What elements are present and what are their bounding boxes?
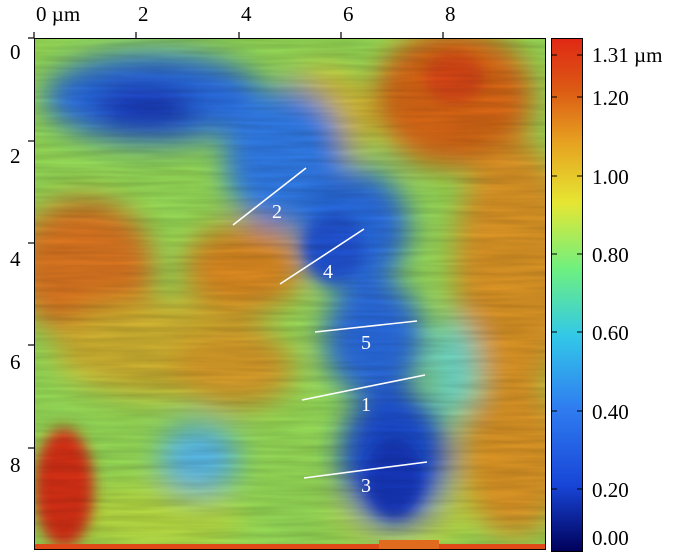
- colorbar-label: 0.40: [592, 400, 629, 424]
- bottom-scan-band: [34, 544, 546, 550]
- colorbar: [551, 38, 583, 552]
- profile-label-2: 2: [272, 201, 282, 223]
- y-tick-6: 6: [10, 350, 21, 374]
- profile-label-5: 5: [361, 332, 371, 354]
- profile-line-2[interactable]: [232, 167, 307, 226]
- y-tick-8: 8: [10, 453, 21, 477]
- profile-line-4[interactable]: [279, 228, 365, 285]
- profile-label-1: 1: [361, 394, 371, 416]
- afm-height-map: 2 4 5 1 3: [34, 38, 546, 550]
- colorbar-label: 0.20: [592, 478, 629, 502]
- x-tick-0: 0 µm: [36, 2, 81, 26]
- profile-line-1[interactable]: [301, 374, 426, 401]
- x-tick-8: 8: [445, 2, 456, 26]
- x-tick-6: 6: [343, 2, 354, 26]
- colorbar-label: 1.00: [592, 165, 629, 189]
- profile-line-3[interactable]: [303, 461, 428, 479]
- profile-label-4: 4: [323, 261, 333, 283]
- map-frame: [34, 38, 546, 550]
- colorbar-label-max: 1.31 µm: [592, 43, 663, 67]
- colorbar-label: 0.60: [592, 321, 629, 345]
- profile-line-5[interactable]: [314, 320, 418, 333]
- colorbar-label: 1.20: [592, 86, 629, 110]
- colorbar-label-min: 0.00: [592, 526, 629, 550]
- colorbar-gradient: [551, 38, 583, 552]
- y-tick-2: 2: [10, 144, 21, 168]
- bottom-scan-block: [379, 540, 439, 550]
- colorbar-label: 0.80: [592, 243, 629, 267]
- x-tick-4: 4: [241, 2, 252, 26]
- y-tick-0: 0: [10, 40, 21, 64]
- profile-label-3: 3: [361, 475, 371, 497]
- y-tick-4: 4: [10, 247, 21, 271]
- height-map-image: 2 4 5 1 3: [34, 38, 546, 550]
- x-tick-2: 2: [138, 2, 149, 26]
- scan-texture: [34, 38, 546, 550]
